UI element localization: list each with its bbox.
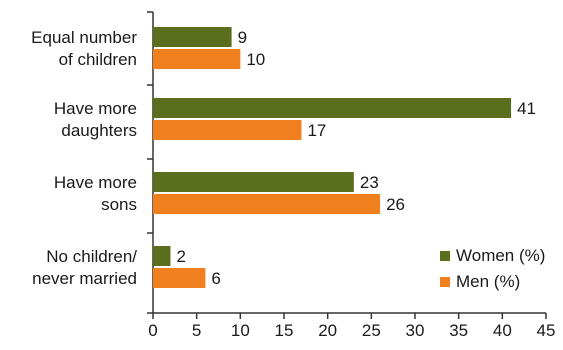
legend-label: Men (%) bbox=[456, 272, 520, 291]
x-tick-label: 20 bbox=[318, 321, 337, 340]
bar-women bbox=[153, 172, 354, 192]
category-label: Equal number of children bbox=[31, 28, 137, 69]
category-label: No children/never married bbox=[32, 247, 137, 288]
x-tick-label: 25 bbox=[362, 321, 381, 340]
data-label: 2 bbox=[176, 247, 185, 266]
data-label: 17 bbox=[307, 121, 326, 140]
legend: Women (%) Men (%) bbox=[440, 246, 545, 291]
labels: 0 5 10 15 20 25 30 35 40 45 9 41 23 2 10 17 26 6 Equal num… bbox=[31, 28, 555, 340]
x-tick-label: 10 bbox=[231, 321, 250, 340]
bar-men bbox=[153, 49, 241, 69]
bar-men bbox=[153, 268, 206, 288]
x-tick-label: 45 bbox=[537, 321, 556, 340]
x-tick-label: 40 bbox=[493, 321, 512, 340]
x-tick-label: 15 bbox=[275, 321, 294, 340]
category-label: Have more sons bbox=[54, 173, 137, 214]
bars bbox=[153, 27, 512, 288]
bar-women bbox=[153, 246, 171, 266]
data-label: 10 bbox=[246, 50, 265, 69]
bar-men bbox=[153, 194, 381, 214]
data-label: 23 bbox=[360, 173, 379, 192]
category-label: Have more daughters bbox=[54, 99, 137, 140]
x-tick-label: 30 bbox=[406, 321, 425, 340]
x-tick-label: 35 bbox=[449, 321, 468, 340]
bar-women bbox=[153, 98, 512, 118]
bar-women bbox=[153, 27, 232, 47]
data-label: 6 bbox=[211, 269, 220, 288]
data-label: 9 bbox=[238, 28, 247, 47]
legend-label: Women (%) bbox=[456, 246, 545, 265]
x-tick-label: 0 bbox=[148, 321, 157, 340]
data-label: 41 bbox=[517, 99, 536, 118]
legend-swatch bbox=[440, 277, 450, 287]
x-tick-label: 5 bbox=[192, 321, 201, 340]
legend-swatch bbox=[440, 251, 450, 261]
data-label: 26 bbox=[386, 195, 405, 214]
bar-men bbox=[153, 120, 302, 140]
